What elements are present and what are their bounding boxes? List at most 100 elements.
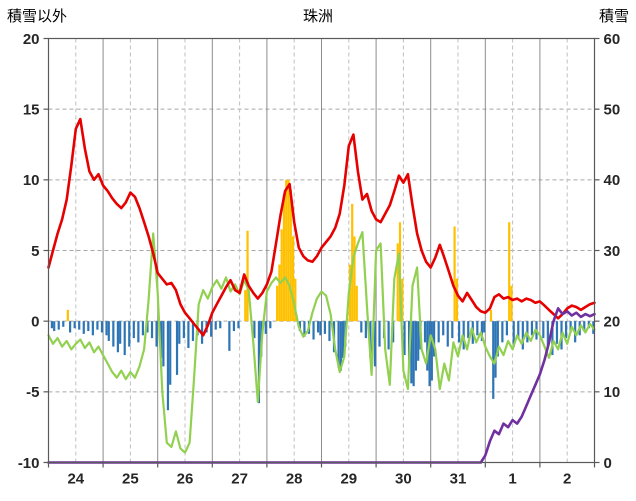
negative-bar [119,321,122,344]
negative-bar [253,321,256,339]
negative-bar [214,321,217,330]
negative-bar [494,321,497,378]
negative-bar [162,321,165,367]
negative-bar [62,321,65,327]
negative-bar [96,321,99,330]
negative-bar [53,321,56,332]
negative-bar [501,321,504,343]
positive-bar [289,189,292,322]
negative-bar [123,321,126,356]
negative-bar [132,321,135,339]
negative-bar [73,321,76,329]
x-axis-label: 28 [286,471,303,488]
negative-bar [378,321,381,347]
positive-bar [489,309,493,322]
negative-bar [316,321,320,333]
snow-depth-line [47,307,596,464]
positive-bar [294,278,297,322]
x-axis-label: 2 [563,471,571,488]
negative-bar [116,321,119,353]
negative-bar [476,321,479,336]
left-axis-tick-label: 10 [23,172,40,189]
negative-bar [237,321,240,329]
negative-bar [169,321,172,385]
negative-bar [392,321,395,343]
negative-bar [175,321,179,375]
negative-bar [328,321,331,341]
negative-bar [542,321,545,339]
positive-bar [291,236,295,322]
negative-bar [319,321,322,336]
right-axis-tick-label: 0 [604,455,612,472]
negative-bar [410,321,413,384]
positive-bar [246,230,249,322]
positive-bar [244,290,247,322]
negative-bar [426,321,429,371]
negative-bar [387,321,390,350]
negative-bar [269,321,272,329]
positive-bar [278,264,281,322]
positive-bar [280,229,283,322]
negative-bar [160,321,163,358]
left-axis-tick-label: 20 [23,31,40,48]
x-axis-label: 31 [450,471,467,488]
negative-bar [112,321,115,347]
left-axis-title: 積雪以外 [7,8,68,25]
positive-bar [355,285,358,322]
negative-bar [373,321,377,367]
red-series-line [47,117,596,337]
negative-bar [107,321,110,341]
negative-bar [210,321,213,337]
negative-bar [50,321,54,329]
negative-bar [91,321,94,336]
negative-bar [437,321,440,343]
negative-bar [155,321,158,347]
negative-bar [551,321,554,356]
x-axis-label: 27 [231,471,248,488]
positive-bar [282,193,286,322]
negative-bar [403,321,406,356]
left-axis-tick-label: -10 [18,455,40,472]
left-axis-tick-label: 5 [31,243,39,260]
negative-bar [428,321,431,387]
negative-bar [150,321,154,339]
negative-bar [82,321,85,334]
negative-bar [105,321,108,336]
negative-bar [312,321,315,340]
negative-bar [264,321,267,334]
negative-bar [521,321,524,350]
negative-bar [417,321,420,361]
negative-bar [555,321,559,344]
right-axis-tick-label: 60 [604,31,621,48]
positive-bar [287,179,290,322]
x-axis-label: 24 [67,471,84,488]
left-axis-tick-label: 15 [23,101,40,118]
negative-bar [232,321,236,332]
negative-bar [337,321,340,368]
negative-bar [569,321,572,333]
negative-bar [442,321,445,336]
negative-bar [369,321,372,358]
right-axis-tick-label: 30 [604,243,621,260]
positive-bar [66,309,69,322]
negative-bar [467,321,470,339]
positive-bar [401,278,404,322]
negative-bar [57,321,60,330]
negative-bar [564,321,568,339]
negative-bar [342,321,345,358]
negative-bar [496,321,499,357]
negative-bar [505,321,509,336]
negative-bar [546,321,549,347]
negative-bar [187,321,190,349]
negative-bar [512,321,515,347]
negative-bar [433,321,436,357]
negative-bar [182,321,185,339]
positive-bar [285,179,288,322]
negative-bar [166,321,170,411]
negative-bar [323,321,327,334]
negative-bar [257,321,261,404]
positive-bar [348,264,352,322]
right-axis-tick-label: 40 [604,172,621,189]
negative-bar [480,321,483,341]
